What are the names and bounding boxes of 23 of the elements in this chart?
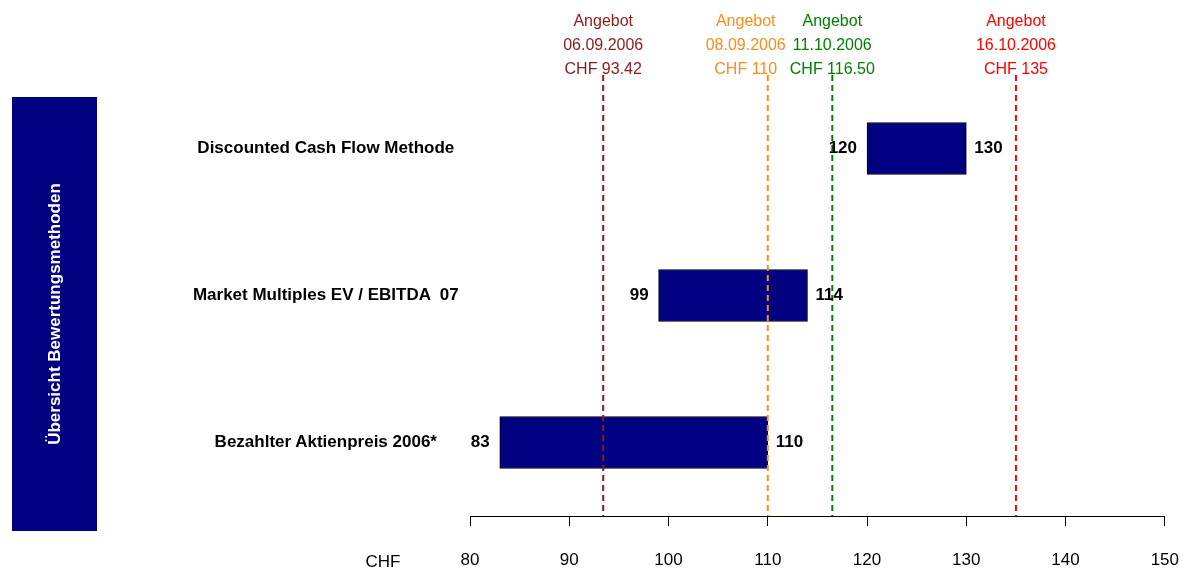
ref-line-label: Angebot 08.09.2006 CHF 110: [705, 12, 786, 78]
x-tick-label: 150: [1150, 549, 1180, 569]
annotation: 130: [974, 138, 1003, 158]
ref-line-label: Angebot 11.10.2006 CHF 116.50: [789, 12, 875, 78]
ref-line-label: Angebot 06.09.2006 CHF 93.42: [563, 12, 644, 78]
y-tick-label: Discounted Cash Flow Methode: [197, 138, 455, 158]
x-tick-label: 100: [654, 549, 683, 569]
y-tick-label: Bezahlter Aktienpreis 2006*: [214, 432, 438, 452]
annotation: 110: [775, 432, 804, 452]
x-axis-title: CHF: [365, 551, 401, 571]
text: Übersicht Bewertungsmethoden: [44, 183, 65, 445]
x-tick-label: 110: [754, 549, 782, 569]
x-tick-label: 90: [559, 549, 579, 569]
annotation: 83: [470, 432, 490, 452]
y-tick-label: Market Multiples EV / EBITDA 07: [192, 285, 459, 305]
annotation: 120: [828, 138, 858, 158]
x-tick-label: 130: [952, 549, 981, 569]
x-tick-label: 120: [852, 549, 882, 569]
x-tick-label: 140: [1051, 549, 1080, 569]
annotation: 99: [629, 285, 649, 305]
annotation: 114: [815, 285, 844, 305]
x-tick-label: 80: [460, 549, 480, 569]
ref-line-label: Angebot 16.10.2006 CHF 135: [975, 12, 1057, 78]
